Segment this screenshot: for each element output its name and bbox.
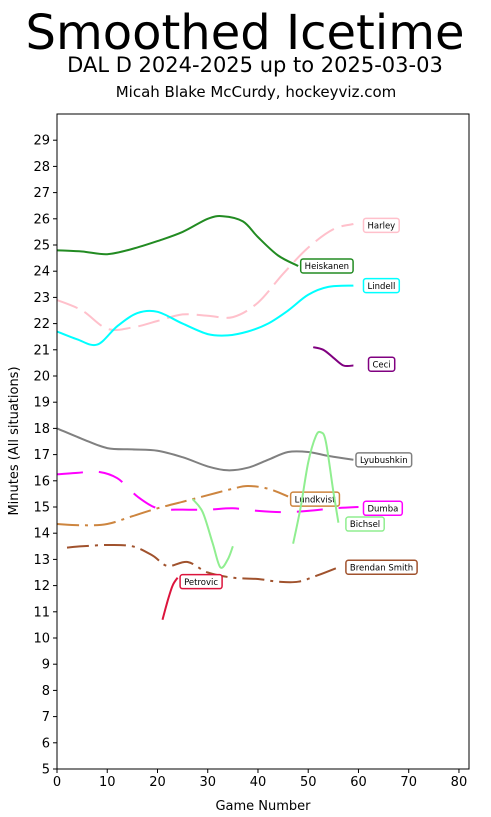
- x-tick-label: 0: [53, 775, 61, 790]
- y-tick-label: 25: [33, 239, 50, 254]
- y-axis-label: Minutes (All situations): [7, 366, 22, 515]
- series-label-box: [367, 356, 396, 372]
- y-tick-label: 29: [33, 134, 50, 149]
- chart-title: Smoothed Icetime: [26, 5, 465, 61]
- series-label-box: [362, 277, 401, 294]
- series-line-dumba: [56, 470, 359, 514]
- y-tick-label: 8: [42, 684, 50, 699]
- series-label-text: Dumba: [367, 505, 398, 515]
- series-label-text: Heiskanen: [305, 262, 349, 272]
- series-label-box: [345, 516, 385, 532]
- series-label-lindell: Lindell: [362, 277, 401, 294]
- series-label-lyubushkin: Lyubushkin: [355, 452, 413, 468]
- axes: 0 10 20 30 40 50 60 70 80 5 6 7 8 9 10 11 12 13 14 15 16 17 18…: [33, 134, 467, 790]
- y-tick-label: 28: [33, 160, 50, 175]
- y-tick-label: 26: [33, 212, 50, 227]
- plot-area: Heiskanen Harley Lindell Ceci Lyubushkin Dumb…: [56, 215, 418, 620]
- y-tick-label: 11: [33, 605, 50, 620]
- x-tick-label: 70: [400, 775, 417, 790]
- series-label-lundkvist: Lundkvist: [289, 491, 341, 507]
- series-label-text: Bichsel: [350, 520, 380, 530]
- y-tick-label: 15: [33, 501, 50, 516]
- y-tick-label: 16: [33, 474, 50, 489]
- y-tick-label: 19: [33, 396, 50, 411]
- x-tick-label: 40: [250, 775, 267, 790]
- series-label-dumba: Dumba: [362, 500, 404, 517]
- y-tick-label: 21: [33, 343, 50, 358]
- series-label-box: [355, 452, 413, 468]
- y-tick-label: 18: [33, 422, 50, 437]
- plot-frame: [56, 113, 470, 770]
- x-axis-label: Game Number: [215, 799, 311, 814]
- y-tick-label: 14: [33, 527, 50, 542]
- y-tick-label: 7: [42, 710, 50, 725]
- series-label-text: Harley: [367, 222, 395, 232]
- x-tick-label: 10: [99, 775, 116, 790]
- y-tick-label: 24: [33, 265, 50, 280]
- series-label-heiskanen: Heiskanen: [299, 258, 354, 274]
- y-tick-label: 20: [33, 370, 50, 385]
- series-label-ceci: Ceci: [367, 356, 396, 372]
- series-label-text: Lindell: [367, 282, 395, 292]
- series-line-bichsel: [292, 430, 340, 544]
- series-line-heiskanen: [56, 215, 299, 267]
- series-line-lundkvist: [56, 484, 289, 527]
- x-tick-label: 60: [350, 775, 367, 790]
- series-label-harley: Harley: [362, 217, 400, 234]
- series-line-harley: [56, 223, 354, 332]
- x-tick-label: 30: [199, 775, 216, 790]
- y-tick-label: 23: [33, 291, 50, 306]
- series-line-bichsel: [191, 498, 234, 569]
- y-tick-label: 5: [42, 763, 50, 778]
- series-label-box: [179, 573, 223, 590]
- x-tick-label: 20: [149, 775, 166, 790]
- series-label-text: Lyubushkin: [360, 456, 408, 466]
- y-tick-label: 10: [33, 632, 50, 647]
- x-tick-label: 80: [451, 775, 468, 790]
- series-label-petrovic: Petrovic: [179, 573, 223, 590]
- series-label-box: [362, 217, 400, 234]
- series-label-text: Petrovic: [184, 578, 218, 588]
- y-tick-label: 9: [42, 658, 50, 673]
- y-tick-label: 17: [33, 448, 50, 463]
- series-line-lindell: [56, 284, 354, 347]
- series-label-text: Brendan Smith: [350, 563, 413, 573]
- series-label-text: Lundkvist: [295, 495, 336, 505]
- x-tick-label: 50: [300, 775, 317, 790]
- series-label-box: [362, 500, 404, 517]
- y-tick-label: 13: [33, 553, 50, 568]
- y-tick-label: 12: [33, 579, 50, 594]
- chart-subtitle: DAL D 2024-2025 up to 2025-03-03: [67, 53, 443, 77]
- y-tick-label: 27: [33, 186, 50, 201]
- y-tick-label: 6: [42, 736, 50, 751]
- series-line-ceci: [312, 346, 354, 368]
- series-label-box: [299, 258, 354, 274]
- series-label-text: Ceci: [373, 360, 391, 370]
- series-line-petrovic: [161, 577, 179, 620]
- series-label-bichsel: Bichsel: [345, 516, 385, 532]
- series-line-brendan-smith: [66, 543, 339, 584]
- series-line-lyubushkin: [56, 427, 354, 472]
- series-label-brendan-smith: Brendan Smith: [345, 559, 418, 576]
- y-tick-label: 22: [33, 317, 50, 332]
- chart-credit: Micah Blake McCurdy, hockeyviz.com: [116, 83, 397, 101]
- series-label-box: [345, 559, 418, 576]
